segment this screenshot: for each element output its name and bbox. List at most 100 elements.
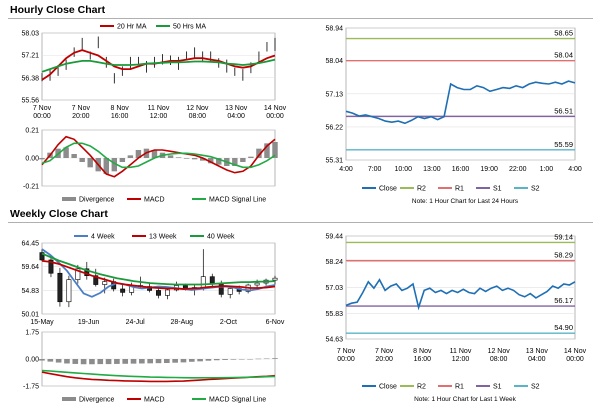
hourly-macd-ytick-label: 0.21: [25, 128, 39, 135]
hourly-pivot-x-tick-label: 4:00: [568, 166, 582, 173]
hourly-pivot-x-tick-label: 10:00: [394, 166, 412, 173]
hourly-divergence-bar: [87, 158, 93, 168]
weekly-pivot-note: Note: 1 Hour Chart for Last 1 Week: [414, 396, 517, 403]
hourly-x-tick-label: 12 Nov: [186, 105, 209, 112]
hourly-ma-ytick-label: 58.03: [21, 31, 39, 38]
hourly-pivot-legend-label: R2: [417, 186, 426, 193]
weekly-divergence-bar: [72, 359, 79, 364]
weekly-macd-legend-label: MACD Signal Line: [209, 397, 266, 404]
hourly-ma-legend-label: 20 Hr MA: [117, 24, 147, 31]
hourly-close-line: [345, 80, 576, 125]
hourly-pivot-legend-label: Close: [379, 186, 397, 193]
weekly-divergence-bar: [105, 359, 112, 365]
hourly-pivot-x-tick-label: 13:00: [423, 166, 441, 173]
hourly-divergence-bar: [199, 158, 206, 161]
weekly-divergence-bar: [130, 359, 137, 364]
hourly-divergence-bar: [248, 156, 254, 158]
weekly-pivot-s2-value: 54.90: [554, 323, 573, 332]
weekly-divergence-bar: [172, 359, 178, 363]
weekly-pivot-r2-value: 59.14: [554, 232, 573, 241]
weekly-x-tick-label: 15-May: [30, 319, 54, 326]
weekly-divergence-bar: [263, 358, 270, 360]
weekly-pivot-x-tick-label: 00:00: [337, 356, 355, 363]
hourly-section-title: Hourly Close Chart: [10, 4, 106, 16]
hourly-pivot-x-tick-label: 22:00: [509, 166, 527, 173]
hourly-pivot-note: Note: 1 Hour Chart for Last 24 Hours: [412, 198, 519, 205]
weekly-pivot-legend-label: R1: [455, 384, 464, 391]
weekly-pivot-x-tick-label: 11 Nov: [450, 348, 472, 355]
hourly-x-tick-label: 14 Nov: [264, 105, 287, 112]
weekly-macd-ytick-label: 1.75: [25, 330, 39, 337]
weekly-divergence-bar: [122, 359, 129, 364]
weekly-pivot-x-tick-label: 08:00: [490, 356, 508, 363]
hourly-pivot-ytick-label: 57.13: [325, 91, 343, 98]
hourly-x-tick-label: 16:00: [111, 113, 129, 120]
hourly-signal-line: [41, 142, 276, 169]
hourly-macd-legend-label: MACD: [144, 197, 165, 204]
weekly-x-tick-label: 19-Jun: [78, 319, 100, 326]
hourly-divergence-bar: [111, 158, 118, 172]
hourly-x-tick-label: 13 Nov: [225, 105, 248, 112]
weekly-divergence-bar: [197, 359, 203, 362]
weekly-candle-body: [102, 281, 108, 285]
hourly-ma-legend-label: 50 Hrs MA: [173, 24, 206, 31]
weekly-pivot-x-tick-label: 14 Nov: [564, 348, 587, 355]
hourly-divergence-bar: [240, 158, 246, 162]
weekly-pivot-legend-label: R2: [417, 384, 426, 391]
weekly-pivot-x-tick-label: 04:00: [528, 356, 546, 363]
weekly-ma-ytick-label: 64.45: [21, 241, 39, 248]
weekly-pivot-legend-label: S2: [531, 384, 540, 391]
hourly-macd-legend-label: MACD Signal Line: [209, 197, 266, 204]
weekly-divergence-bar: [188, 359, 195, 362]
hourly-x-tick-label: 8 Nov: [111, 105, 130, 112]
weekly-40week-line: [41, 252, 276, 286]
hourly-macd-ytick-label: -0.21: [23, 184, 39, 191]
hourly-50hr-ma-line: [41, 58, 276, 73]
weekly-macd-legend-label: MACD: [144, 397, 165, 404]
hourly-pivot-legend-label: R1: [455, 186, 464, 193]
hourly-divergence-bar: [183, 158, 190, 159]
weekly-pivot-x-tick-label: 8 Nov: [413, 348, 432, 355]
weekly-divergence-bar: [230, 359, 237, 360]
hourly-pivot-r2-value: 58.65: [554, 29, 573, 38]
hourly-macd-legend-label: Divergence: [79, 197, 115, 204]
hourly-x-tick-label: 7 Nov: [72, 105, 91, 112]
hourly-pivot-x-tick-label: 7:00: [368, 166, 382, 173]
hourly-pivot-ytick-label: 55.31: [325, 158, 343, 165]
hourly-divergence-bar: [135, 150, 142, 158]
hourly-x-tick-label: 7 Nov: [33, 105, 52, 112]
weekly-ma-legend-label: 40 Week: [207, 234, 235, 241]
weekly-divergence-bar: [89, 359, 95, 365]
weekly-ma-ytick-label: 59.64: [21, 264, 39, 271]
weekly-candle-body: [57, 272, 63, 303]
hourly-ma-ytick-label: 56.38: [21, 75, 39, 82]
weekly-ma-legend-label: 13 Week: [149, 234, 177, 241]
weekly-candle-body: [209, 276, 215, 284]
hourly-macd-ytick-label: 0.00: [25, 156, 39, 163]
hourly-pivot-x-tick-label: 1:00: [540, 166, 554, 173]
weekly-macd-legend-swatch: [62, 397, 76, 401]
weekly-pivot-r1-value: 58.29: [554, 251, 573, 260]
hourly-divergence-bar: [71, 154, 77, 158]
hourly-pivot-r1-value: 58.04: [554, 51, 573, 60]
weekly-candle-body: [165, 289, 170, 296]
weekly-divergence-bar: [97, 359, 104, 365]
weekly-candle-body: [272, 277, 278, 281]
weekly-divergence-bar: [255, 358, 262, 360]
hourly-pivot-ytick-label: 56.22: [325, 124, 343, 131]
weekly-section-rule: [8, 222, 593, 223]
weekly-pivot-ytick-label: 54.63: [325, 337, 343, 344]
weekly-macd-ytick-label: -1.75: [23, 384, 39, 391]
hourly-pivot-s1-value: 56.51: [554, 106, 573, 115]
hourly-divergence-bar: [119, 158, 126, 162]
weekly-ma-ytick-label: 50.01: [21, 312, 39, 319]
weekly-pivot-x-tick-label: 20:00: [375, 356, 393, 363]
hourly-ma-ytick-label: 55.56: [21, 98, 39, 105]
hourly-divergence-bar: [175, 157, 182, 158]
hourly-x-tick-label: 04:00: [227, 113, 245, 120]
weekly-divergence-bar: [139, 359, 145, 364]
hourly-x-tick-label: 20:00: [72, 113, 90, 120]
weekly-divergence-bar: [55, 359, 62, 363]
weekly-pivot-ytick-label: 57.03: [325, 285, 343, 292]
weekly-candle-body: [120, 288, 126, 293]
